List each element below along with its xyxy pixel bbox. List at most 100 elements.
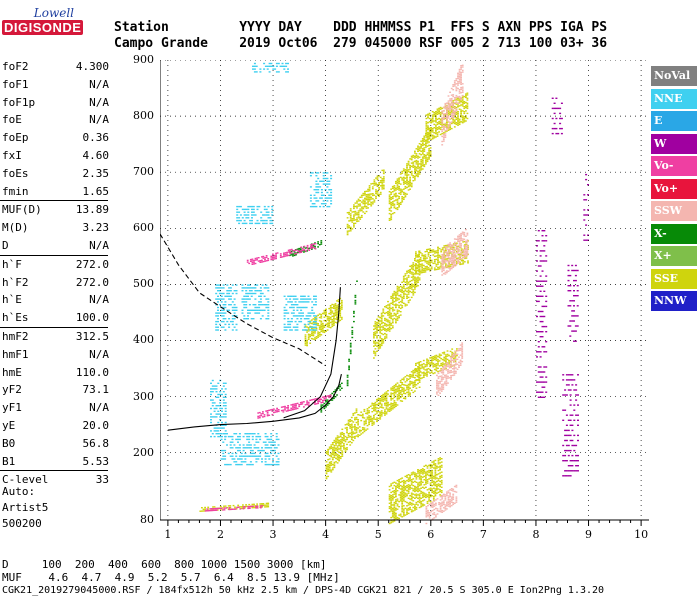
echo-sse	[331, 312, 333, 313]
echo-sse	[433, 491, 435, 492]
echo-sse	[457, 118, 459, 119]
echo-sse	[397, 294, 399, 295]
echo-sse	[354, 424, 356, 425]
echo-x-minus	[325, 406, 327, 407]
echo-w	[570, 399, 572, 400]
echo-sse	[425, 251, 427, 252]
echo-sse	[417, 171, 419, 172]
echo-nne	[260, 220, 262, 221]
param-name: foEs	[2, 165, 29, 183]
echo-sse	[338, 448, 340, 449]
echo-sse	[409, 272, 411, 273]
echo-sse	[329, 447, 331, 448]
echo-nne	[321, 197, 323, 198]
echo-nne	[321, 189, 323, 190]
echo-sse	[390, 192, 392, 193]
echo-ssw	[461, 344, 463, 345]
echo-sse	[359, 435, 361, 436]
echo-sse	[376, 399, 378, 400]
echo-sse	[427, 114, 429, 115]
echo-sse	[401, 488, 403, 489]
echo-w	[545, 381, 547, 382]
echo-vo-minus	[285, 255, 287, 256]
echo-sse	[398, 501, 400, 502]
echo-sse	[364, 424, 366, 425]
echo-ssw	[463, 249, 465, 250]
echo-sse	[406, 282, 408, 283]
echo-vo-minus	[255, 258, 257, 259]
echo-sse	[433, 461, 435, 462]
echo-sse	[384, 333, 386, 334]
echo-sse	[324, 330, 326, 331]
echo-nne	[258, 290, 260, 291]
echo-sse	[334, 440, 336, 441]
echo-sse	[348, 212, 350, 213]
echo-ssw	[456, 239, 458, 240]
echo-sse	[367, 408, 369, 409]
echo-sse	[412, 500, 414, 501]
echo-nne	[236, 324, 238, 325]
echo-sse	[409, 269, 411, 270]
echo-sse	[429, 262, 431, 263]
echo-vo-minus	[257, 412, 259, 413]
echo-ssw	[454, 260, 456, 261]
echo-nne	[254, 71, 256, 72]
echo-nne	[225, 383, 227, 384]
echo-sse	[436, 370, 438, 371]
echo-sse	[364, 203, 366, 204]
echo-sse	[403, 495, 405, 496]
echo-nne	[326, 178, 328, 179]
echo-nne	[217, 436, 219, 437]
echo-sse	[401, 287, 403, 288]
echo-sse	[432, 114, 434, 115]
echo-ssw	[458, 357, 460, 358]
echo-nne	[315, 321, 317, 322]
echo-sse	[384, 320, 386, 321]
echo-sse	[415, 272, 417, 273]
echo-sse	[460, 114, 462, 115]
echo-w	[566, 379, 568, 380]
echo-vo-minus	[276, 408, 278, 409]
echo-sse	[320, 334, 322, 335]
echo-vo-minus	[296, 249, 298, 250]
echo-nne	[247, 296, 249, 297]
echo-nne	[287, 318, 289, 319]
echo-sse	[326, 478, 328, 479]
echo-sse	[417, 494, 419, 495]
echo-sse	[309, 334, 311, 335]
echo-ssw	[437, 508, 439, 509]
echo-nne	[251, 206, 253, 207]
param-name: fxI	[2, 147, 22, 165]
echo-sse	[356, 435, 358, 436]
echo-ssw	[438, 391, 440, 392]
param-row: fmin 1.65	[0, 183, 110, 201]
echo-sse	[376, 332, 378, 333]
echo-vo-minus	[301, 403, 303, 404]
echo-sse	[339, 315, 341, 316]
param-row: h`F 272.0	[0, 256, 110, 274]
echo-sse	[389, 220, 391, 221]
echo-sse	[427, 125, 429, 126]
echo-nne	[311, 327, 313, 328]
echo-sse	[373, 422, 375, 423]
echo-ssw	[462, 90, 464, 91]
echo-sse	[395, 384, 397, 385]
echo-sse	[376, 401, 378, 402]
echo-nne	[267, 298, 269, 299]
echo-sse	[382, 329, 384, 330]
echo-sse	[417, 379, 419, 380]
echo-nne	[217, 405, 219, 406]
echo-nne	[321, 195, 323, 196]
echo-ssw	[446, 383, 448, 384]
echo-vo-minus	[263, 258, 265, 259]
echo-sse	[390, 314, 392, 315]
echo-sse	[375, 348, 377, 349]
echo-sse	[437, 248, 439, 249]
echo-nne	[223, 287, 225, 288]
echo-sse	[417, 472, 419, 473]
echo-sse	[425, 145, 427, 146]
echo-sse	[375, 333, 377, 334]
echo-ssw	[445, 273, 447, 274]
echo-nne	[250, 450, 252, 451]
echo-w	[545, 306, 547, 307]
